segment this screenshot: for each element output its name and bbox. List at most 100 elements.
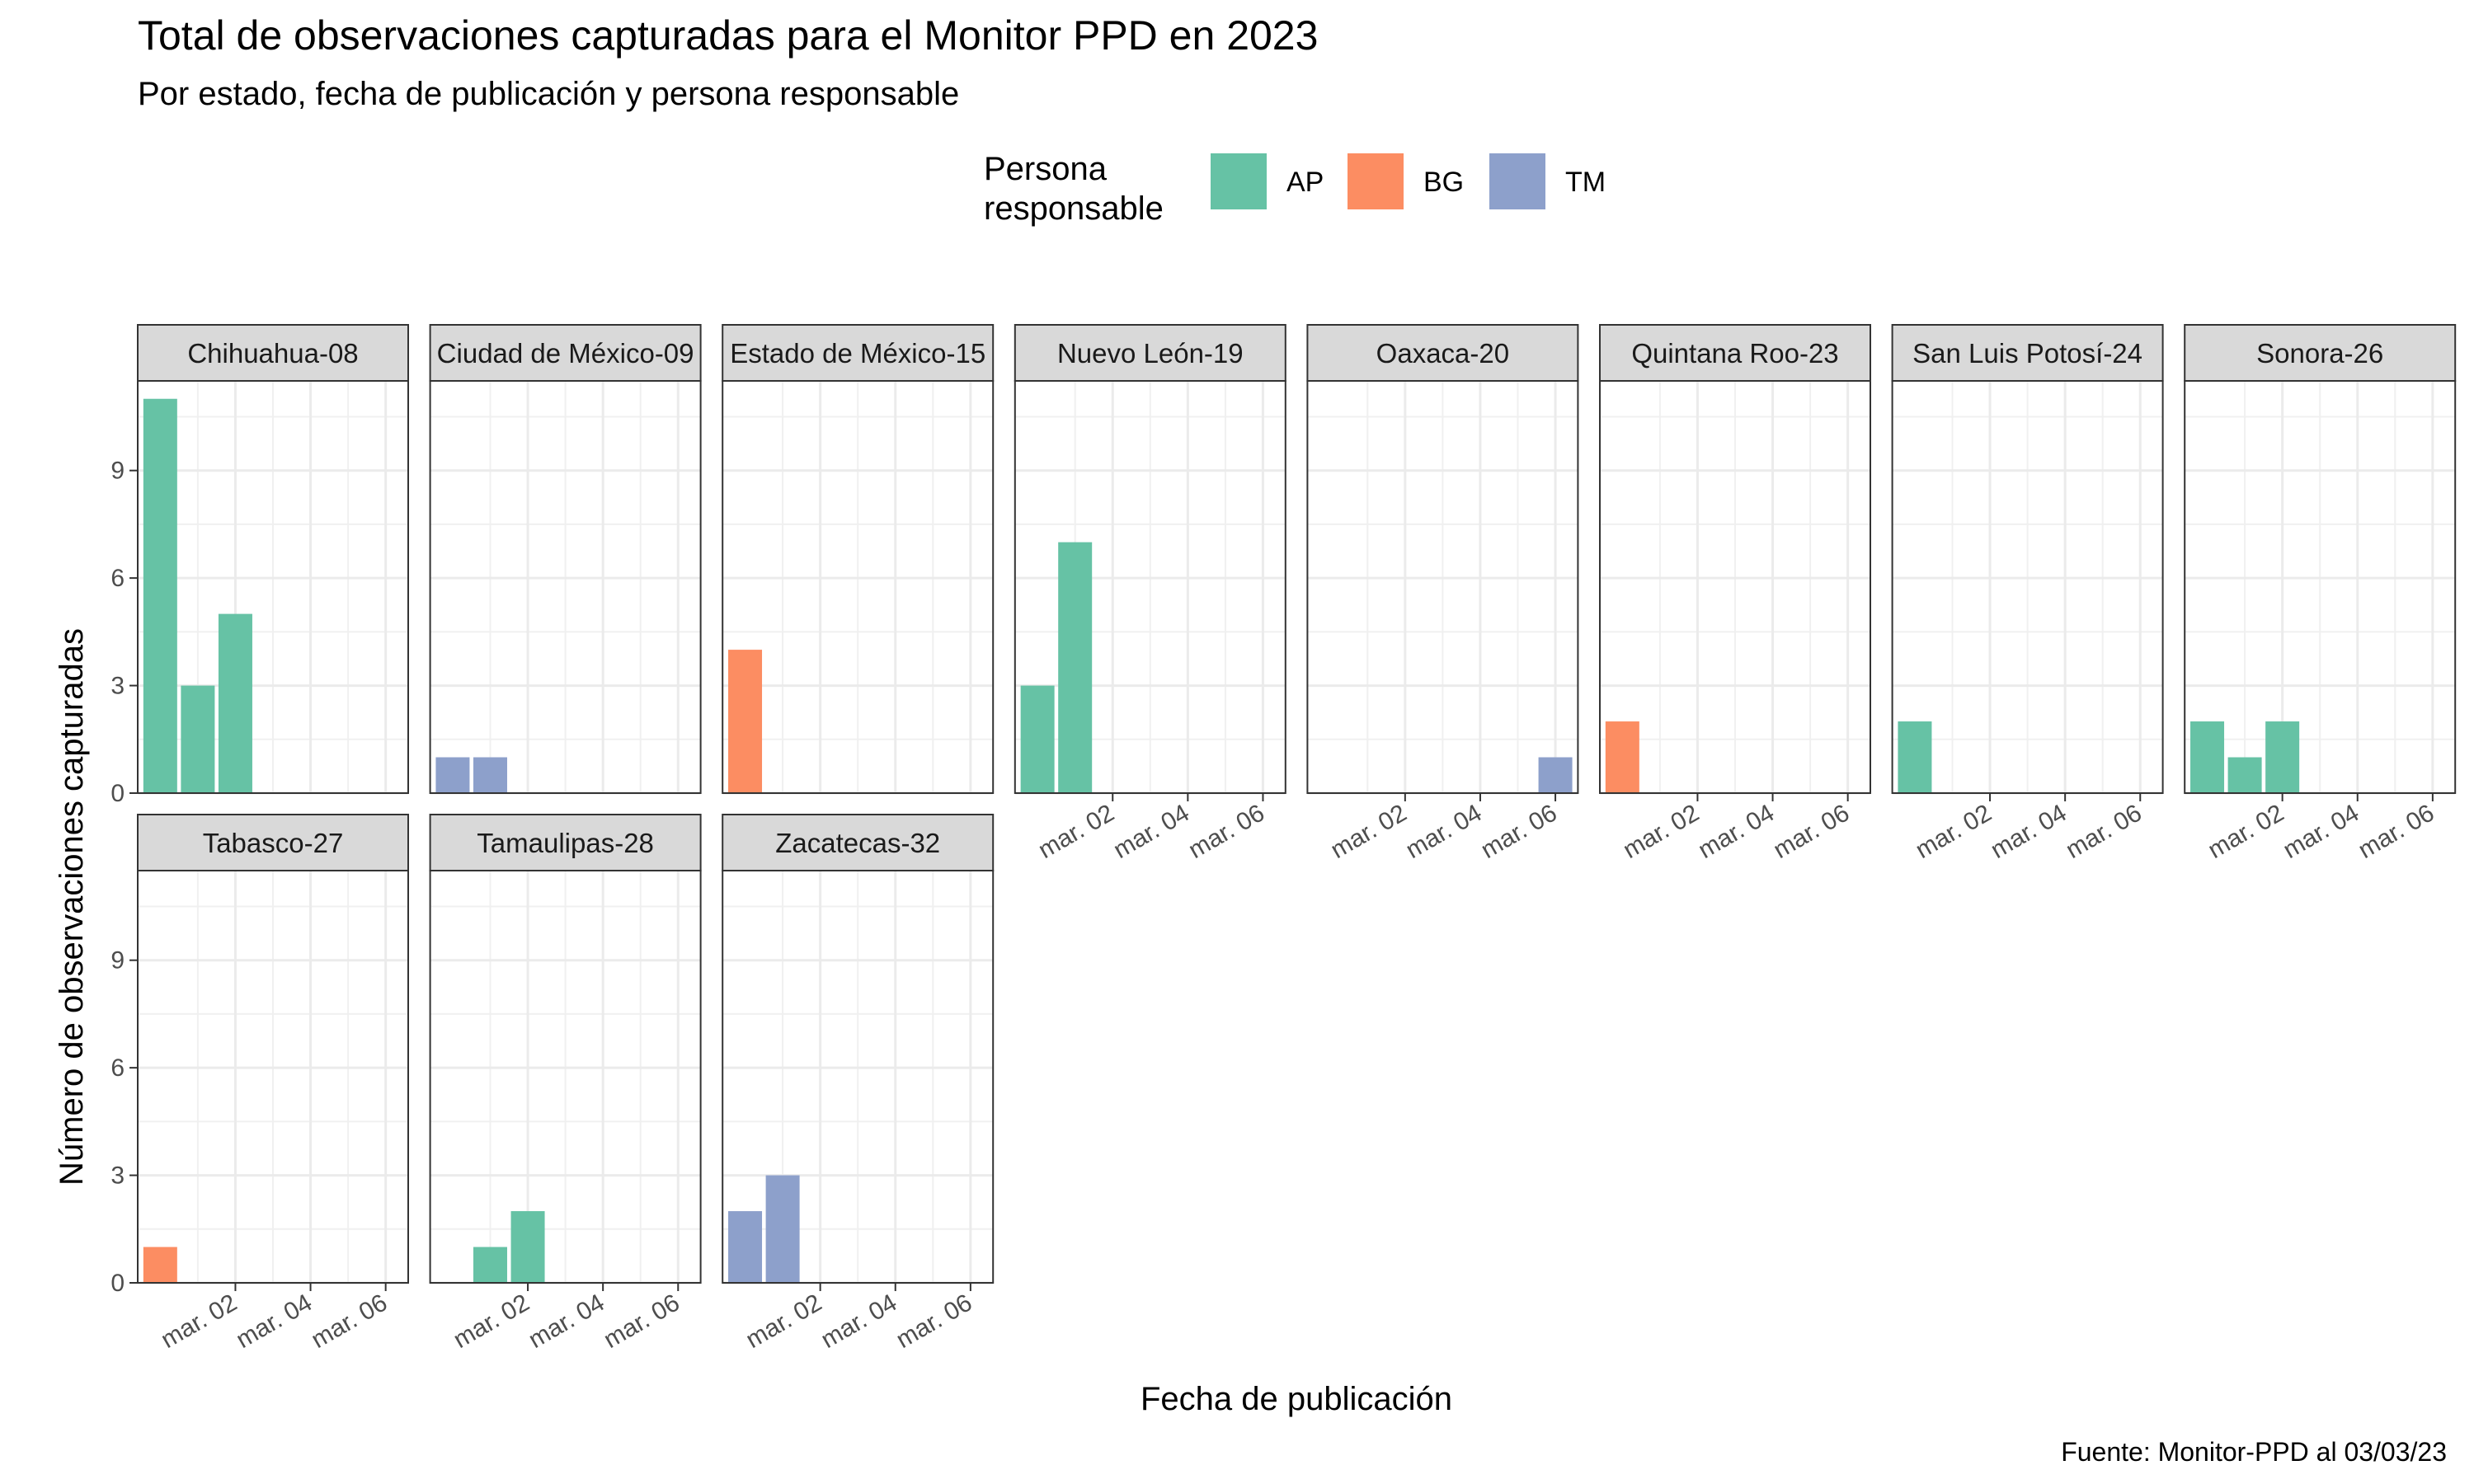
bars xyxy=(143,398,252,793)
y-tick-label: 3 xyxy=(111,673,125,700)
panel-estado-de-mexico-15: Estado de México-15 xyxy=(722,324,995,795)
x-tick-label: mar. 02 xyxy=(1911,799,1996,864)
x-tick-label: mar. 02 xyxy=(1326,799,1411,864)
x-tick-label: mar. 02 xyxy=(1619,799,1704,864)
x-tick-label: mar. 02 xyxy=(1034,799,1119,864)
bars xyxy=(1605,721,1639,793)
facet-label: Zacatecas-32 xyxy=(775,828,940,858)
x-tick-label: mar. 04 xyxy=(1986,799,2071,864)
facet-label: Estado de México-15 xyxy=(730,338,985,369)
legend-key-bg xyxy=(1348,153,1404,209)
facet-label: Tamaulipas-28 xyxy=(477,828,654,858)
y-tick-label: 6 xyxy=(111,565,125,592)
x-tick-label: mar. 04 xyxy=(524,1289,609,1354)
bar-ap-2023-03-01 xyxy=(473,1247,507,1283)
x-tick-label: mar. 04 xyxy=(816,1289,901,1354)
y-tick-label: 9 xyxy=(111,947,125,974)
x-tick-label: mar. 04 xyxy=(1694,799,1779,864)
panel-chihuahua-08: Chihuahua-08 0 3 6 9 xyxy=(111,324,409,807)
legend-label-tm: TM xyxy=(1565,167,1606,198)
facet-strip xyxy=(722,324,995,382)
bars xyxy=(473,1211,545,1283)
legend-key-tm xyxy=(1489,153,1545,209)
bar-bg-2023-02-28 xyxy=(143,1247,177,1283)
x-tick-label: mar. 06 xyxy=(2062,799,2147,864)
bar-ap-2023-03-02 xyxy=(218,613,252,793)
bars xyxy=(1538,757,1573,793)
bar-tm-2023-03-06 xyxy=(1538,757,1573,793)
x-tick-label: mar. 06 xyxy=(891,1289,976,1354)
facet-strip xyxy=(1599,324,1871,382)
bars xyxy=(2190,721,2300,793)
bar-ap-2023-02-28 xyxy=(1020,685,1055,793)
y-tick-label: 6 xyxy=(111,1054,125,1082)
facet-strip xyxy=(2184,324,2457,382)
x-tick-label: mar. 06 xyxy=(2354,799,2439,864)
y-tick-label: 0 xyxy=(111,1270,125,1297)
legend-label-bg: BG xyxy=(1423,167,1464,198)
facet-strip xyxy=(1014,324,1286,382)
x-tick-label: mar. 02 xyxy=(157,1289,242,1354)
facet-label: Sonora-26 xyxy=(2256,338,2383,369)
x-tick-label: mar. 02 xyxy=(2204,799,2288,864)
bar-tm-2023-02-28 xyxy=(728,1211,763,1283)
legend-label-ap: AP xyxy=(1286,167,1324,198)
bar-ap-2023-02-28 xyxy=(143,398,177,793)
bars xyxy=(728,1175,800,1283)
facet-strip xyxy=(1306,324,1579,382)
x-tick-label: mar. 06 xyxy=(600,1289,684,1354)
legend-title-line-1: Persona xyxy=(984,151,1108,187)
legend-key-ap xyxy=(1211,153,1267,209)
panel-grid-lines xyxy=(1892,381,2163,795)
bar-ap-2023-02-28 xyxy=(2190,721,2225,793)
bar-bg-2023-02-28 xyxy=(728,650,763,793)
bar-ap-2023-03-01 xyxy=(2227,757,2262,793)
facet-label: Oaxaca-20 xyxy=(1376,338,1509,369)
bar-ap-2023-03-02 xyxy=(510,1211,545,1283)
x-tick-label: mar. 06 xyxy=(1769,799,1854,864)
facet-label: Nuevo León-19 xyxy=(1057,338,1244,369)
chart-title: Total de observaciones capturadas para e… xyxy=(138,12,1318,59)
facet-strip xyxy=(137,814,409,871)
bar-tm-2023-02-28 xyxy=(435,757,470,793)
bars xyxy=(1898,721,1932,793)
facet-label: Tabasco-27 xyxy=(203,828,344,858)
bar-ap-2023-03-01 xyxy=(181,685,215,793)
bars xyxy=(1020,542,1093,793)
chart-subtitle: Por estado, fecha de publicación y perso… xyxy=(138,76,959,112)
bar-ap-2023-02-28 xyxy=(1898,721,1932,793)
x-tick-label: mar. 04 xyxy=(2279,799,2363,864)
x-tick-label: mar. 04 xyxy=(1109,799,1194,864)
x-tick-label: mar. 04 xyxy=(1401,799,1486,864)
facet-strip xyxy=(137,324,409,382)
bars xyxy=(728,650,763,793)
y-tick-label: 3 xyxy=(111,1162,125,1190)
bar-tm-2023-03-01 xyxy=(765,1175,800,1283)
legend-title-line-2: responsable xyxy=(984,190,1164,227)
panel-grid: Chihuahua-08 0 3 6 9 Ciudad de México-09 Estad… xyxy=(111,324,2457,1354)
panel-grid-lines xyxy=(430,871,701,1284)
facet-label: Chihuahua-08 xyxy=(187,338,358,369)
x-tick-label: mar. 06 xyxy=(1184,799,1269,864)
y-tick-label: 0 xyxy=(111,780,125,807)
facet-label: Ciudad de México-09 xyxy=(437,338,694,369)
x-tick-label: mar. 06 xyxy=(307,1289,392,1354)
x-tick-label: mar. 04 xyxy=(232,1289,317,1354)
x-tick-label: mar. 02 xyxy=(449,1289,534,1354)
caption: Fuente: Monitor-PPD al 03/03/23 xyxy=(2061,1437,2447,1467)
bar-bg-2023-02-28 xyxy=(1605,721,1639,793)
facet-strip xyxy=(1891,324,2164,382)
legend: Persona responsable AP BG TM xyxy=(984,151,1606,227)
y-axis-title: Número de observaciones capturadas xyxy=(54,628,90,1186)
y-tick-label: 9 xyxy=(111,458,125,485)
facet-strip xyxy=(722,814,995,871)
bars xyxy=(435,757,507,793)
